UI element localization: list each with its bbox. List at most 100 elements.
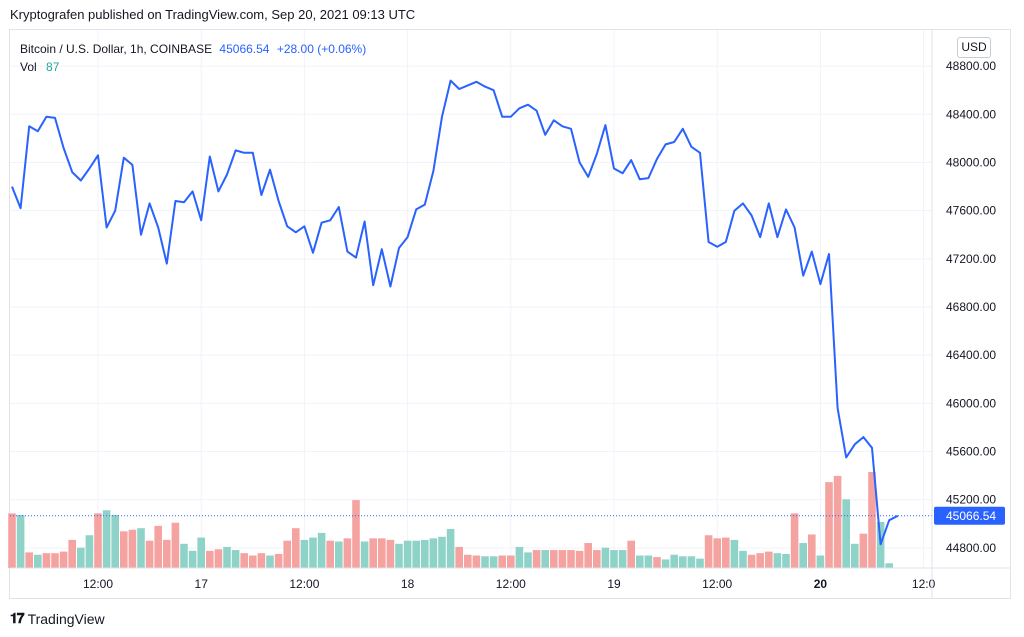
y-tick-label: 48000.00 <box>946 155 996 169</box>
volume-bar <box>137 528 145 568</box>
volume-bar <box>532 550 541 568</box>
y-tick-label: 46000.00 <box>946 396 996 410</box>
x-tick-label: 12:00 <box>83 577 113 591</box>
price-series-line <box>11 79 899 546</box>
legend-symbol-row: Bitcoin / U.S. Dollar, 1h, COINBASE 4506… <box>20 40 366 58</box>
volume-bar <box>59 551 68 568</box>
volume-bar <box>636 555 644 568</box>
volume-bar <box>515 546 524 568</box>
volume-bar <box>550 550 558 568</box>
volume-bar <box>206 550 214 568</box>
y-tick-label: 44800.00 <box>946 541 996 555</box>
symbol-label[interactable]: Bitcoin / U.S. Dollar, 1h, COINBASE <box>20 42 213 56</box>
currency-button[interactable]: USD <box>957 37 991 58</box>
tradingview-brand[interactable]: 𝟏𝟕 TradingView <box>10 610 105 627</box>
volume-bar <box>386 539 395 568</box>
volume-bar <box>653 557 661 568</box>
x-tick-label: 17 <box>195 577 209 591</box>
y-tick-label: 45600.00 <box>946 445 996 459</box>
price-line-layer <box>10 79 932 546</box>
volume-bar <box>163 539 171 568</box>
x-tick-label: 19 <box>607 577 621 591</box>
volume-bar <box>369 538 377 568</box>
volume-bar <box>507 555 515 568</box>
volume-bar <box>859 533 868 568</box>
volume-bar <box>309 537 317 568</box>
volume-bar <box>403 540 412 568</box>
volume-bar <box>85 535 94 568</box>
volume-bar <box>120 531 128 568</box>
volume-bar <box>292 528 300 568</box>
volume-bar <box>283 540 291 568</box>
volume-bar <box>825 482 833 568</box>
volume-bar <box>412 540 420 568</box>
y-tick-label: 47600.00 <box>946 204 996 218</box>
x-tick-label: 12:00 <box>496 577 526 591</box>
chart-frame <box>9 29 1011 599</box>
volume-bar <box>679 556 687 568</box>
x-tick-label: 12:0 <box>912 577 936 591</box>
volume-bar <box>799 543 807 568</box>
volume-bar <box>77 547 85 568</box>
volume-bar <box>188 550 197 568</box>
volume-bar <box>618 550 627 568</box>
legend-price: 45066.54 <box>219 42 270 56</box>
chart-legend: Bitcoin / U.S. Dollar, 1h, COINBASE 4506… <box>20 40 366 76</box>
volume-bar <box>455 546 463 568</box>
x-tick-label: 20 <box>814 577 828 591</box>
volume-bar <box>868 472 876 568</box>
volume-bar <box>171 522 180 568</box>
volume-bar <box>154 525 162 568</box>
volume-bar <box>541 550 549 568</box>
volume-bar <box>25 552 33 568</box>
volume-bar <box>567 550 575 568</box>
volume-bar <box>747 554 756 568</box>
volume-label[interactable]: Vol <box>20 60 37 74</box>
x-tick-label: 12:00 <box>702 577 732 591</box>
volume-bar <box>756 553 764 568</box>
y-tick-label: 45200.00 <box>946 493 996 507</box>
volume-bars <box>8 472 893 568</box>
legend-change: +28.00 (+0.06%) <box>276 42 367 56</box>
volume-bar <box>249 555 257 568</box>
volume-bar <box>472 555 481 568</box>
volume-bar <box>833 475 842 568</box>
volume-bar <box>851 543 859 568</box>
volume-bar <box>790 513 799 568</box>
volume-bar <box>722 537 730 568</box>
last-price-marker <box>934 506 1005 525</box>
volume-bar <box>885 563 893 568</box>
volume-bar <box>584 543 592 568</box>
x-tick-label: 18 <box>401 577 415 591</box>
volume-bar <box>524 552 532 568</box>
volume-bar <box>575 550 584 568</box>
volume-bar <box>446 528 455 568</box>
y-tick-label: 46800.00 <box>946 300 996 314</box>
volume-bar <box>214 549 223 568</box>
volume-bar <box>670 554 678 568</box>
volume-bar <box>593 550 601 568</box>
volume-bar <box>42 553 51 568</box>
volume-bar <box>395 543 403 568</box>
volume-bar <box>102 510 111 568</box>
volume-value: 87 <box>46 60 60 74</box>
publisher-line: Kryptografen published on TradingView.co… <box>10 7 416 22</box>
volume-bar <box>773 553 782 568</box>
volume-bar <box>68 539 76 568</box>
volume-bar <box>352 500 360 568</box>
volume-bar <box>335 541 343 568</box>
volume-bar <box>94 513 102 568</box>
volume-bar <box>111 514 119 568</box>
legend-volume-row: Vol 87 <box>20 58 366 76</box>
volume-bar <box>498 555 506 568</box>
volume-bar <box>687 556 696 568</box>
y-tick-label: 46400.00 <box>946 348 996 362</box>
volume-bar <box>601 547 610 568</box>
volume-bar <box>128 529 137 568</box>
volume-bar <box>842 499 850 568</box>
y-tick-label: 47200.00 <box>946 252 996 266</box>
volume-bar <box>8 513 16 568</box>
volume-bar <box>808 534 816 568</box>
volume-bar <box>257 553 266 568</box>
